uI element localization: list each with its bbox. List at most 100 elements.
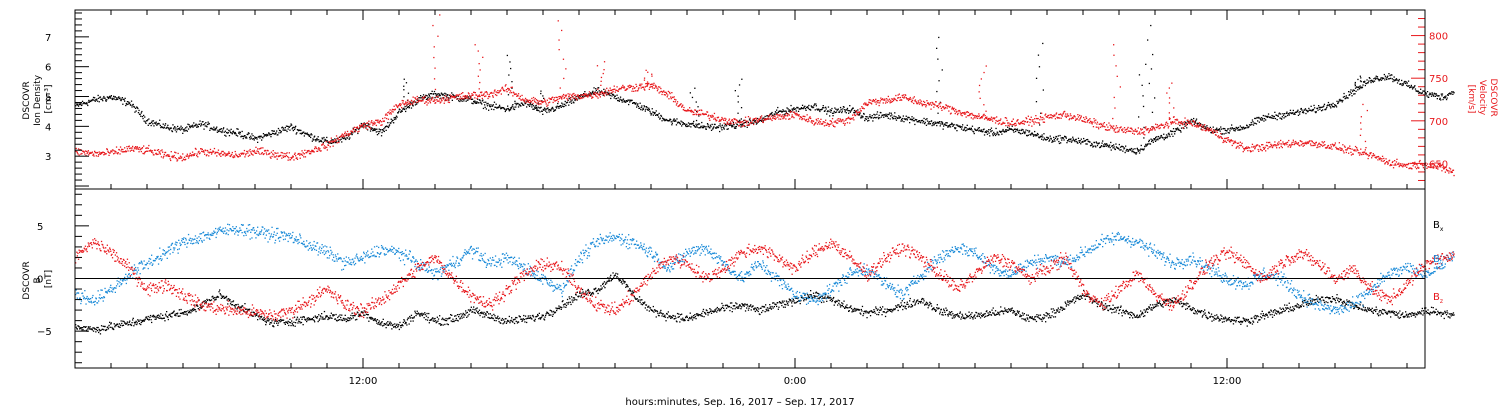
data-point	[221, 131, 223, 134]
data-point	[539, 100, 542, 102]
data-point	[83, 102, 85, 104]
data-point	[234, 150, 236, 153]
data-point	[1094, 122, 1096, 124]
data-point	[87, 150, 89, 152]
data-point	[808, 117, 811, 119]
data-point	[575, 96, 577, 98]
data-point	[440, 97, 442, 99]
data-point	[1148, 131, 1150, 134]
data-point	[1286, 114, 1289, 117]
data-point	[133, 147, 136, 149]
data-point	[500, 107, 502, 109]
data-point	[529, 103, 531, 105]
data-point	[210, 153, 213, 155]
data-point	[824, 121, 826, 124]
data-point	[711, 114, 713, 116]
data-point	[974, 115, 976, 117]
data-point	[1375, 157, 1377, 159]
data-point	[348, 138, 350, 140]
data-point	[732, 124, 735, 126]
data-point	[1196, 122, 1198, 124]
data-point	[249, 148, 251, 151]
data-point	[1406, 84, 1408, 87]
data-point	[281, 152, 284, 154]
data-point	[1027, 134, 1029, 136]
data-point	[272, 153, 274, 155]
data-point	[816, 123, 819, 125]
data-point	[598, 93, 600, 95]
data-point	[1153, 126, 1155, 129]
data-point	[864, 118, 866, 120]
data-point	[558, 97, 561, 100]
data-point	[1280, 113, 1282, 115]
data-point	[757, 120, 759, 122]
data-point	[1377, 78, 1379, 80]
data-point	[628, 87, 630, 89]
data-point	[403, 85, 405, 87]
data-point	[1183, 123, 1186, 125]
data-point	[1202, 125, 1205, 127]
data-point	[1319, 108, 1321, 110]
data-point	[902, 117, 904, 120]
data-point	[273, 133, 275, 135]
data-point	[358, 130, 360, 132]
data-point	[447, 101, 449, 103]
data-point	[1233, 142, 1235, 144]
data-point	[1275, 145, 1277, 147]
data-point	[1101, 126, 1103, 128]
data-point	[712, 115, 714, 117]
data-point	[550, 108, 553, 110]
data-point	[384, 125, 387, 128]
data-point	[654, 112, 656, 114]
data-point	[219, 128, 221, 130]
data-point	[882, 114, 884, 116]
data-point	[454, 97, 456, 99]
data-point	[258, 148, 260, 150]
data-point	[652, 111, 654, 113]
data-point	[721, 129, 723, 131]
data-point	[975, 117, 977, 119]
data-point	[1372, 155, 1374, 157]
data-point	[277, 134, 279, 136]
data-point	[236, 135, 239, 137]
data-point	[1156, 136, 1158, 138]
data-point	[517, 95, 519, 97]
data-point	[243, 149, 246, 152]
data-point	[484, 106, 486, 108]
data-point	[265, 150, 267, 152]
data-point	[519, 97, 521, 99]
data-point	[1166, 124, 1168, 127]
data-point	[1050, 138, 1052, 140]
data-point	[377, 119, 379, 121]
data-point	[1112, 147, 1114, 149]
data-point	[1117, 127, 1119, 129]
data-point	[1249, 150, 1251, 152]
data-point	[581, 97, 583, 100]
data-point	[862, 116, 864, 118]
data-point	[511, 92, 513, 94]
data-point	[829, 115, 831, 117]
data-point	[467, 97, 469, 99]
data-point	[674, 120, 676, 122]
data-point	[302, 152, 304, 154]
data-point	[821, 108, 823, 110]
data-point	[226, 128, 228, 130]
data-point	[270, 133, 273, 136]
data-point	[121, 148, 123, 150]
data-point	[93, 155, 95, 157]
data-point	[1425, 92, 1427, 94]
data-point	[1183, 121, 1186, 123]
data-point	[1122, 150, 1124, 152]
data-point	[411, 100, 413, 102]
data-point	[858, 111, 861, 114]
data-point	[877, 116, 879, 118]
data-point	[952, 107, 954, 110]
data-point	[445, 98, 447, 100]
data-point	[850, 109, 853, 111]
data-point	[613, 97, 615, 99]
data-point	[1354, 149, 1356, 151]
data-point	[801, 117, 804, 120]
data-point	[459, 100, 461, 103]
data-point	[474, 102, 476, 104]
data-point	[150, 124, 152, 127]
